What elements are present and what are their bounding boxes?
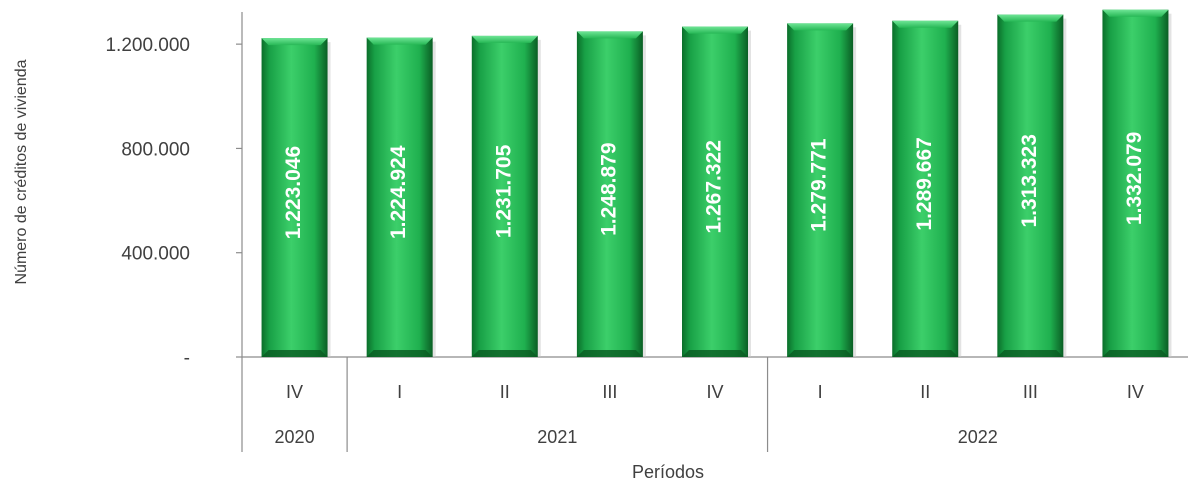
x-category-label: IV xyxy=(1127,382,1144,402)
x-category-label: IV xyxy=(286,382,303,402)
x-group-label: 2020 xyxy=(275,427,315,447)
x-group-label: 2022 xyxy=(958,427,998,447)
bar-body xyxy=(576,31,643,357)
bar-cap xyxy=(261,38,328,46)
bar xyxy=(787,23,857,357)
bar-cap xyxy=(787,23,854,31)
x-category-label: IV xyxy=(706,382,723,402)
bar-value-label: 1.332.079 xyxy=(1123,132,1146,225)
x-category-label: II xyxy=(920,382,930,402)
bar-body xyxy=(892,20,959,358)
bar-cap xyxy=(366,37,433,45)
bar-base-bevel xyxy=(682,350,748,357)
bar-base-bevel xyxy=(787,350,854,357)
y-axis-title: Número de créditos de vivienda xyxy=(13,59,30,284)
bar-body xyxy=(997,14,1064,358)
bar-base-bevel xyxy=(1102,350,1169,357)
bar-cap xyxy=(682,26,748,34)
bar xyxy=(997,14,1067,358)
bar-body xyxy=(366,37,433,358)
bar-base-bevel xyxy=(576,350,643,357)
y-tick-label: 400.000 xyxy=(121,244,190,265)
bar-value-label: 1.248.879 xyxy=(597,142,620,235)
bar-base-bevel xyxy=(261,350,328,357)
bar xyxy=(366,37,436,358)
bar xyxy=(471,35,541,357)
bar-cap xyxy=(997,14,1064,22)
bar-body xyxy=(261,38,328,358)
x-category-label: III xyxy=(602,382,617,402)
bar-value-label: 1.231.705 xyxy=(492,144,515,238)
bar-base-bevel xyxy=(892,350,959,357)
bar xyxy=(892,20,962,358)
bar-cap xyxy=(576,31,643,39)
bar xyxy=(682,26,751,357)
bar-base-bevel xyxy=(471,350,538,357)
bar-base-bevel xyxy=(366,350,433,357)
bar xyxy=(1102,9,1172,357)
bar-value-label: 1.224.924 xyxy=(387,145,410,239)
bar-cap xyxy=(1102,9,1169,17)
bar-body xyxy=(471,35,538,357)
bar-body xyxy=(682,26,748,357)
x-category-label: I xyxy=(397,382,402,402)
x-category-label: I xyxy=(818,382,823,402)
bar-body xyxy=(787,23,854,357)
bar xyxy=(576,31,646,357)
bar-base-bevel xyxy=(997,350,1064,357)
x-axis-title: Períodos xyxy=(632,462,704,482)
bar-value-label: 1.313.323 xyxy=(1018,134,1041,227)
x-group-label: 2021 xyxy=(537,427,577,447)
y-tick-label: 800.000 xyxy=(121,139,190,160)
y-tick-label: - xyxy=(184,348,190,369)
bar-cap xyxy=(471,35,538,43)
bar-body xyxy=(1102,9,1169,357)
bar-value-label: 1.223.046 xyxy=(282,146,305,239)
bar-value-label: 1.289.667 xyxy=(913,137,936,230)
bar-value-label: 1.279.771 xyxy=(808,138,831,232)
bar xyxy=(261,38,331,358)
x-category-label: III xyxy=(1023,382,1038,402)
bar-cap xyxy=(892,20,959,28)
y-tick-label: 1.200.000 xyxy=(105,35,190,56)
x-category-label: II xyxy=(500,382,510,402)
bar-value-label: 1.267.322 xyxy=(703,140,726,233)
